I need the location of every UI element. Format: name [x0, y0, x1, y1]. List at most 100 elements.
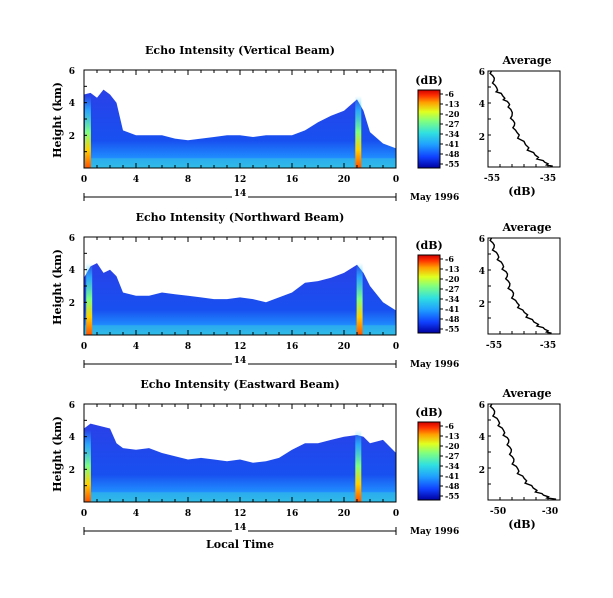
profile-y-tick-label: 2: [479, 466, 485, 476]
x-tick-label: 4: [133, 509, 139, 519]
x-tick-label: 0: [393, 175, 399, 185]
date-label: 14: [234, 356, 247, 366]
colorbar-tick-label: -48: [445, 481, 460, 491]
colorbar-tick-label: -13: [445, 264, 460, 274]
colorbar-tick-label: -13: [445, 99, 460, 109]
y-tick-label: 2: [69, 466, 75, 476]
date-range-bar: [83, 522, 397, 535]
profile-frame: [487, 403, 561, 501]
x-tick-label: 0: [81, 509, 87, 519]
colorbar-ticks: -6-13-20-27-34-41-48-55: [440, 421, 460, 501]
hotspot-column: [355, 430, 362, 502]
profile-y-tick-label: 4: [479, 100, 485, 110]
date-range-bar: [83, 188, 397, 201]
x-tick-label: 12: [234, 509, 247, 519]
x-tick-label: 20: [338, 175, 351, 185]
colorbar-tick-label: -27: [445, 451, 459, 461]
colorbar-tick-label: -20: [445, 274, 460, 284]
profile-x-tick-label: -35: [540, 174, 556, 184]
hotspot-column: [356, 263, 363, 335]
profile-y-tick-label: 2: [479, 133, 485, 143]
month-label: May 1996: [410, 527, 459, 537]
colorbar-tick-label: -41: [445, 304, 459, 314]
profile-frame: [487, 70, 561, 168]
profile-y-tick-label: 4: [479, 433, 485, 443]
profile-x-tick-label: -30: [542, 507, 558, 517]
colorbar-tick-label: -48: [445, 149, 460, 159]
height-axis-label: Height (km): [51, 249, 64, 325]
profile-title: Average: [501, 387, 551, 400]
colorbar-tick-label: -55: [445, 324, 459, 334]
heatmap: [84, 263, 396, 335]
profile-x-axis-label: (dB): [508, 185, 535, 198]
x-tick-label: 20: [338, 342, 351, 352]
colorbar-tick-label: -20: [445, 109, 460, 119]
colorbar-ticks: -6-13-20-27-34-41-48-55: [440, 89, 460, 169]
profile-x-axis-label: (dB): [508, 518, 535, 531]
echo-field: [84, 89, 396, 168]
x-tick-label: 16: [286, 509, 299, 519]
x-tick-label: 0: [81, 175, 87, 185]
x-tick-label: 20: [338, 509, 351, 519]
colorbar: [417, 421, 441, 501]
panel-title: Echo Intensity (Eastward Beam): [140, 378, 339, 391]
x-tick-label: 16: [286, 175, 299, 185]
profile-frame: [487, 237, 561, 335]
colorbar-tick-label: -55: [445, 159, 459, 169]
hotspot-column: [84, 430, 91, 502]
x-tick-label: 0: [81, 342, 87, 352]
x-tick-label: 8: [185, 509, 191, 519]
y-tick-label: 4: [69, 99, 75, 109]
profile-y-tick-label: 6: [479, 68, 485, 78]
panel-eastward-beam: Echo Intensity (Eastward Beam) Height (k…: [51, 378, 561, 551]
heatmap-x-ticks: [83, 237, 397, 335]
y-tick-label: 4: [69, 266, 75, 276]
colorbar-tick-label: -27: [445, 284, 459, 294]
heatmap-x-ticks: [83, 70, 397, 168]
colorbar-tick-label: -6: [445, 421, 454, 431]
date-label: 14: [234, 523, 247, 533]
date-label: 14: [234, 189, 247, 199]
y-tick-label: 6: [69, 234, 75, 244]
month-label: May 1996: [410, 360, 459, 370]
profile-line: [489, 403, 557, 500]
y-tick-label: 2: [69, 299, 75, 309]
profile: [487, 70, 561, 168]
date-range-bar: [83, 355, 397, 368]
height-axis-label: Height (km): [51, 82, 64, 158]
colorbar-unit: (dB): [415, 239, 442, 252]
profile-y-tick-label: 2: [479, 300, 485, 310]
colorbar: [417, 89, 441, 169]
x-tick-label: 0: [393, 509, 399, 519]
colorbar-unit: (dB): [415, 406, 442, 419]
profile-y-tick-label: 4: [479, 267, 485, 277]
colorbar-tick-label: -48: [445, 314, 460, 324]
colorbar-tick-label: -6: [445, 254, 454, 264]
profile: [487, 237, 561, 335]
panel-title: Echo Intensity (Vertical Beam): [145, 44, 335, 57]
colorbar-ticks: -6-13-20-27-34-41-48-55: [440, 254, 460, 334]
colorbar-tick-label: -41: [445, 471, 459, 481]
profile-x-tick-label: -50: [490, 507, 506, 517]
colorbar: [417, 254, 441, 334]
profile-x-tick-label: -55: [484, 174, 500, 184]
heatmap: [84, 423, 396, 502]
panel-northward-beam: Echo Intensity (Northward Beam) Height (…: [51, 211, 561, 370]
profile-line: [489, 70, 553, 167]
profile-x-tick-label: -35: [540, 341, 556, 351]
colorbar-tick-label: -41: [445, 139, 459, 149]
profile-title: Average: [501, 54, 551, 67]
profile-title: Average: [501, 221, 551, 234]
x-tick-label: 8: [185, 175, 191, 185]
colorbar-tick-label: -34: [445, 129, 460, 139]
y-tick-label: 6: [69, 67, 75, 77]
panel-vertical-beam: Echo Intensity (Vertical Beam) Height (k…: [51, 44, 561, 203]
panel-title: Echo Intensity (Northward Beam): [136, 211, 345, 224]
y-tick-label: 6: [69, 401, 75, 411]
colorbar-tick-label: -55: [445, 491, 459, 501]
x-tick-label: 12: [234, 342, 247, 352]
heatmap-x-ticks: [83, 404, 397, 502]
y-tick-label: 4: [69, 433, 75, 443]
profile-line: [489, 237, 552, 334]
colorbar-tick-label: -27: [445, 119, 459, 129]
